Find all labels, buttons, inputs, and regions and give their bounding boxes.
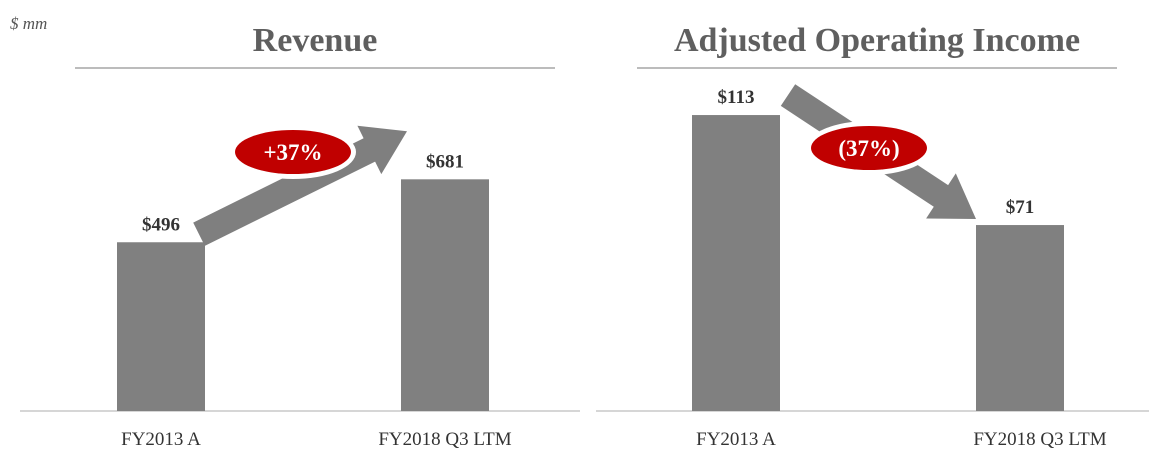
revenue-category-label-2: FY2018 Q3 LTM — [378, 429, 511, 449]
revenue-bar-1 — [117, 242, 205, 411]
unit-label: $ mm — [10, 14, 48, 33]
revenue-chart-title: Revenue — [252, 22, 378, 59]
revenue-value-label-2: $681 — [426, 151, 464, 172]
operating-income-value-label-2: $71 — [1006, 197, 1035, 218]
operating-income-change-badge — [811, 126, 927, 170]
operating-income-change-label: (37%) — [838, 136, 899, 161]
operating-income-value-label-1: $113 — [718, 87, 755, 108]
revenue-category-label-1: FY2013 A — [121, 429, 201, 449]
operating-income-bar-1 — [692, 115, 780, 412]
revenue-change-label: +37% — [263, 140, 322, 165]
revenue-bar-2 — [401, 179, 489, 411]
operating-income-bar-2 — [976, 225, 1064, 411]
operating-income-chart-title: Adjusted Operating Income — [673, 22, 1081, 59]
revenue-value-label-1: $496 — [142, 214, 180, 235]
operating-income-category-label-1: FY2013 A — [696, 429, 776, 449]
operating-income-category-label-2: FY2018 Q3 LTM — [973, 429, 1106, 449]
revenue-change-badge — [235, 130, 351, 174]
